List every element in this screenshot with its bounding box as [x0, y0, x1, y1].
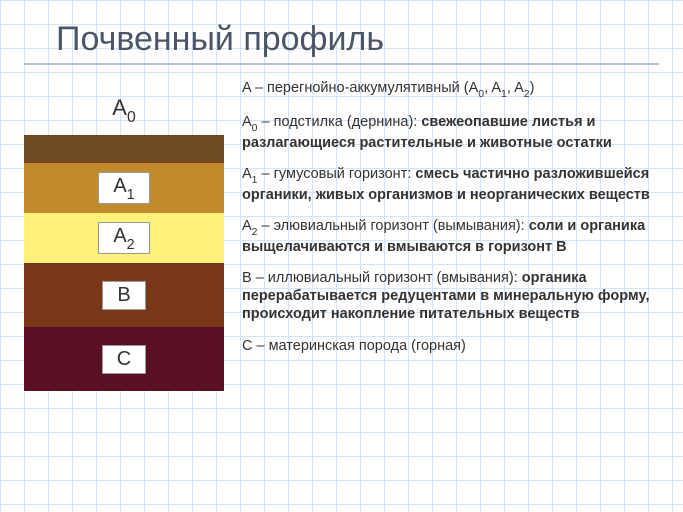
layer-label: A1 — [98, 172, 149, 204]
soil-layer — [24, 135, 224, 163]
slide-content: Почвенный профиль A0 A1 A2 B C — [0, 0, 683, 399]
profile-column: A0 A1 A2 B C — [24, 77, 224, 391]
horizon-description: A1 – гумусовый горизонт: смесь частично … — [242, 165, 659, 204]
page-title: Почвенный профиль — [24, 20, 659, 59]
horizon-description: A2 – элювиальный горизонт (вымывания): с… — [242, 217, 659, 256]
horizon-description: A0 – подстилка (дернина): свежеопавшие л… — [242, 113, 659, 152]
a0-top-label: A0 — [24, 95, 224, 125]
main-area: A0 A1 A2 B C A – перегнойно-аккумулятивн… — [24, 77, 659, 391]
soil-layer: A2 — [24, 213, 224, 263]
title-underline — [24, 63, 659, 65]
layer-label: C — [102, 345, 146, 374]
soil-layer: B — [24, 263, 224, 327]
soil-layers: A1 A2 B C — [24, 135, 224, 391]
descriptions-column: A – перегнойно-аккумулятивный (A0, A1, A… — [242, 77, 659, 391]
horizon-description: A – перегнойно-аккумулятивный (A0, A1, A… — [242, 79, 659, 100]
horizon-description: B – иллювиальный горизонт (вмывания): ор… — [242, 269, 659, 323]
layer-label: B — [102, 281, 146, 310]
soil-layer: C — [24, 327, 224, 391]
layer-label: A2 — [98, 222, 149, 254]
soil-layer: A1 — [24, 163, 224, 213]
horizon-description: C – материнская порода (горная) — [242, 337, 659, 355]
